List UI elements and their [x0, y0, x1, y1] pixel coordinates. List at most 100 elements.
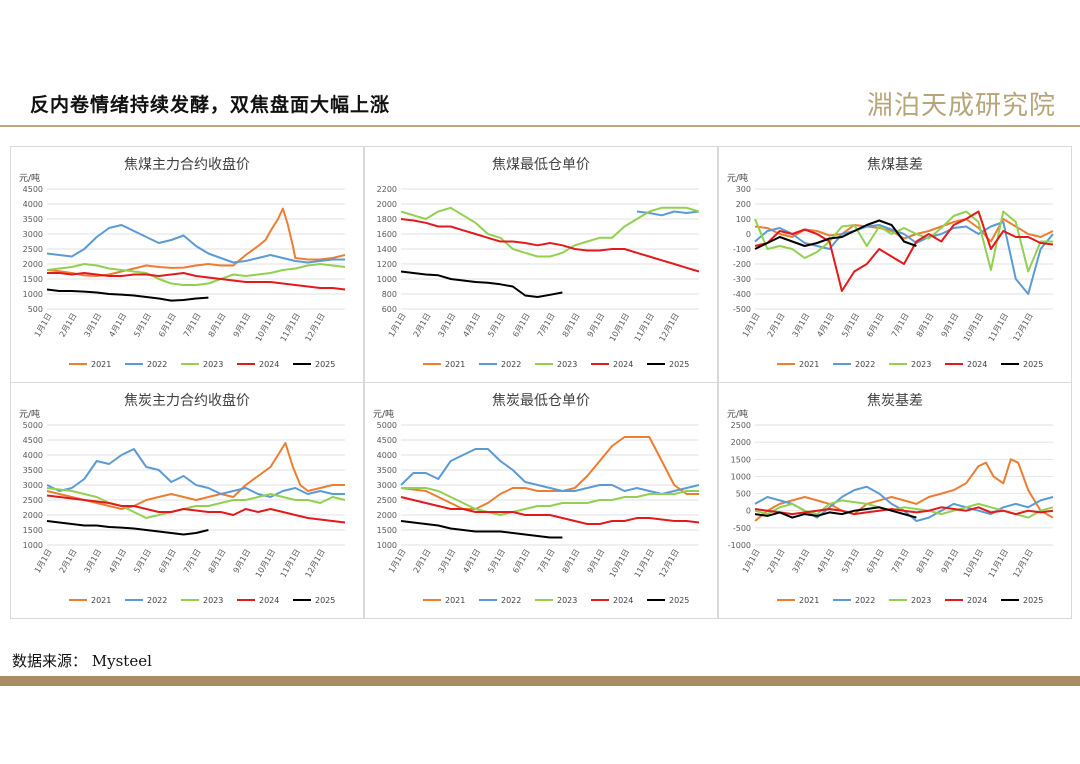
- chart-panel-coke-warrant: 焦炭最低仓单价 元/吨 1000 1500 2000 2500 3000 3500 4000 45…: [364, 382, 718, 619]
- x-tick-label: 5月1日: [840, 312, 861, 339]
- y-tick-label: 3000: [377, 481, 397, 490]
- series-line-2025: [754, 219, 917, 250]
- x-tick-label: 11月1日: [633, 312, 656, 344]
- x-tick-label: 12月1日: [303, 548, 326, 580]
- x-tick-label: 10月1日: [254, 312, 277, 344]
- x-tick-label: 2月1日: [412, 312, 433, 339]
- legend-label: 2025: [1023, 596, 1043, 605]
- x-tick-label: 1月1日: [33, 548, 54, 575]
- series-line-2025: [400, 270, 563, 298]
- y-tick-label: 1600: [377, 230, 397, 239]
- title-divider: [0, 125, 1080, 127]
- chart-panel-coke-basis: 焦炭基差 元/吨 -1000 -500 0 500 1000 1500 2000 2500 1月1日…: [718, 382, 1072, 619]
- series-line-2021: [400, 436, 699, 510]
- series-line-2021: [754, 458, 1054, 522]
- x-tick-label: 5月1日: [132, 548, 153, 575]
- series-line-2025: [46, 520, 209, 536]
- x-tick-label: 7月1日: [890, 312, 911, 339]
- y-tick-label: 1000: [377, 275, 397, 284]
- series-line-2022: [400, 448, 700, 495]
- legend-label: 2022: [855, 360, 875, 369]
- chart-title: 焦煤主力合约收盘价: [124, 156, 250, 173]
- legend-label: 2024: [967, 596, 987, 605]
- page-title: 反内卷情绪持续发酵，双焦盘面大幅上涨: [30, 94, 391, 116]
- legend-label: 2023: [203, 360, 223, 369]
- x-tick-label: 6月1日: [865, 312, 886, 339]
- x-tick-label: 6月1日: [157, 548, 178, 575]
- brand-logo: 淵泊天成研究院: [866, 91, 1056, 121]
- y-axis-unit: 元/吨: [727, 172, 748, 184]
- x-tick-label: 12月1日: [657, 548, 680, 580]
- series-line-2023: [401, 487, 699, 516]
- series-line-2024: [754, 506, 1054, 516]
- y-tick-label: 2000: [731, 438, 751, 447]
- series-line-2023: [754, 210, 1053, 273]
- x-tick-label: 9月1日: [586, 312, 607, 339]
- series-line-2024: [47, 272, 346, 291]
- y-tick-label: 1000: [731, 472, 751, 481]
- y-tick-label: 1500: [731, 455, 751, 464]
- legend-label: 2021: [445, 596, 465, 605]
- legend-label: 2022: [147, 360, 167, 369]
- series-line-2025: [754, 506, 917, 519]
- y-tick-label: 800: [382, 290, 397, 299]
- legend-label: 2023: [911, 360, 931, 369]
- x-tick-label: 1月1日: [741, 548, 762, 575]
- x-tick-label: 2月1日: [412, 548, 433, 575]
- y-tick-label: 1800: [377, 215, 397, 224]
- chart-panel-coking-coal-basis: 焦煤基差 元/吨 -500 -400 -300 -200 -100 0 100 200 300 1月1…: [718, 146, 1072, 383]
- series-line-2024: [400, 218, 700, 273]
- y-tick-label: -200: [733, 260, 751, 269]
- x-tick-label: 4月1日: [815, 548, 836, 575]
- y-tick-label: 1500: [23, 526, 43, 535]
- y-tick-label: 0: [746, 230, 751, 239]
- y-tick-label: -500: [733, 305, 751, 314]
- y-tick-label: 2000: [377, 200, 397, 209]
- x-tick-label: 7月1日: [890, 548, 911, 575]
- x-tick-label: 8月1日: [915, 548, 936, 575]
- chart-title: 焦煤基差: [867, 156, 923, 173]
- y-tick-label: 1000: [23, 541, 43, 550]
- series-line-2021: [754, 218, 1054, 243]
- y-tick-label: 2200: [377, 185, 397, 194]
- series-line-2022: [754, 221, 1054, 295]
- x-tick-label: 3月1日: [791, 548, 812, 575]
- legend-label: 2023: [911, 596, 931, 605]
- x-tick-label: 10月1日: [608, 548, 631, 580]
- series-line-2022: [46, 224, 345, 264]
- legend-label: 2025: [669, 360, 689, 369]
- legend-label: 2024: [613, 596, 633, 605]
- legend-label: 2022: [501, 360, 521, 369]
- chart-panel-coking-coal-price: 焦煤主力合约收盘价 元/吨 500 1000 1500 2000 2500 3000 3500 4…: [10, 146, 364, 383]
- y-tick-label: 2500: [731, 421, 751, 430]
- x-tick-label: 12月1日: [1011, 312, 1034, 344]
- x-tick-label: 8月1日: [915, 312, 936, 339]
- chart-panel-coke-price: 焦炭主力合约收盘价 元/吨 1000 1500 2000 2500 3000 3500 4000…: [10, 382, 364, 619]
- x-tick-label: 3月1日: [791, 312, 812, 339]
- x-tick-label: 8月1日: [207, 548, 228, 575]
- x-tick-label: 2月1日: [58, 312, 79, 339]
- legend-label: 2025: [1023, 360, 1043, 369]
- x-tick-label: 1月1日: [741, 312, 762, 339]
- legend-label: 2021: [799, 596, 819, 605]
- y-tick-label: 1000: [377, 541, 397, 550]
- y-tick-label: 500: [736, 490, 751, 499]
- y-tick-label: 0: [746, 507, 751, 516]
- y-tick-label: 100: [736, 215, 751, 224]
- legend-label: 2022: [147, 596, 167, 605]
- y-tick-label: -100: [733, 245, 751, 254]
- y-tick-label: -400: [733, 290, 751, 299]
- legend-label: 2023: [203, 596, 223, 605]
- x-tick-label: 12月1日: [1011, 548, 1034, 580]
- y-tick-label: 4000: [23, 200, 43, 209]
- y-tick-label: 600: [382, 305, 397, 314]
- x-tick-label: 3月1日: [83, 548, 104, 575]
- x-tick-label: 2月1日: [766, 548, 787, 575]
- legend-label: 2021: [91, 596, 111, 605]
- x-tick-label: 9月1日: [940, 312, 961, 339]
- y-tick-label: 1000: [23, 290, 43, 299]
